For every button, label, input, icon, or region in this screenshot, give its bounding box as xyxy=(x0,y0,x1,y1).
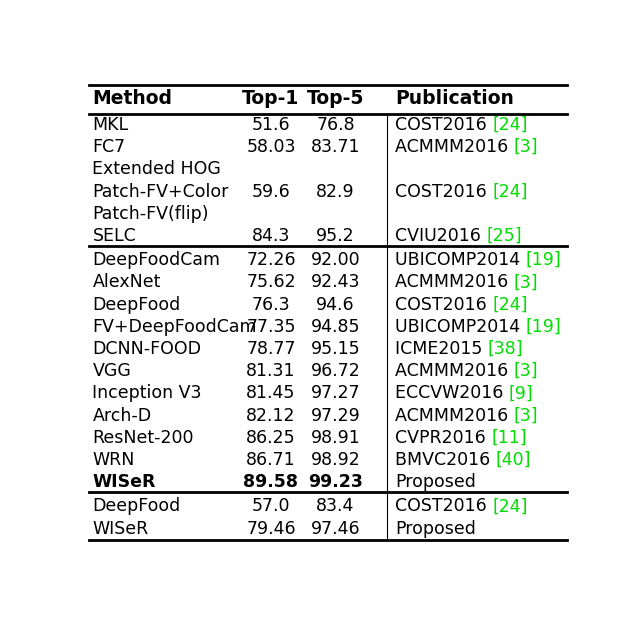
Text: COST2016: COST2016 xyxy=(395,295,492,314)
Text: AlexNet: AlexNet xyxy=(92,273,161,292)
Text: 59.6: 59.6 xyxy=(252,182,291,201)
Text: ECCVW2016: ECCVW2016 xyxy=(395,384,509,403)
Text: MKL: MKL xyxy=(92,116,129,134)
Text: 57.0: 57.0 xyxy=(252,497,290,515)
Text: ACMMM2016: ACMMM2016 xyxy=(395,406,514,424)
Text: [9]: [9] xyxy=(509,384,534,403)
Text: 94.85: 94.85 xyxy=(310,318,360,336)
Text: Inception V3: Inception V3 xyxy=(92,384,202,403)
Text: COST2016: COST2016 xyxy=(395,116,492,134)
Text: DCNN-FOOD: DCNN-FOOD xyxy=(92,340,202,358)
Text: FV+DeepFoodCam: FV+DeepFoodCam xyxy=(92,318,257,336)
Text: 81.31: 81.31 xyxy=(246,362,296,380)
Text: 92.00: 92.00 xyxy=(310,251,360,269)
Text: Patch-FV+Color: Patch-FV+Color xyxy=(92,182,228,201)
Text: 78.77: 78.77 xyxy=(246,340,296,358)
Text: COST2016: COST2016 xyxy=(395,182,492,201)
Text: CVIU2016: CVIU2016 xyxy=(395,227,486,245)
Text: [19]: [19] xyxy=(525,318,561,336)
Text: 82.9: 82.9 xyxy=(316,182,355,201)
Text: 84.3: 84.3 xyxy=(252,227,290,245)
Text: 58.03: 58.03 xyxy=(246,138,296,156)
Text: [3]: [3] xyxy=(514,138,538,156)
Text: 76.3: 76.3 xyxy=(252,295,291,314)
Text: ResNet-200: ResNet-200 xyxy=(92,429,194,447)
Text: Proposed: Proposed xyxy=(395,473,476,491)
Text: 97.29: 97.29 xyxy=(310,406,360,424)
Text: [24]: [24] xyxy=(492,182,528,201)
Text: BMVC2016: BMVC2016 xyxy=(395,451,496,469)
Text: Top-1: Top-1 xyxy=(243,89,300,108)
Text: WRN: WRN xyxy=(92,451,135,469)
Text: UBICOMP2014: UBICOMP2014 xyxy=(395,318,525,336)
Text: 51.6: 51.6 xyxy=(252,116,291,134)
Text: 83.71: 83.71 xyxy=(310,138,360,156)
Text: 89.58: 89.58 xyxy=(243,473,298,491)
Text: [24]: [24] xyxy=(492,295,528,314)
Text: 83.4: 83.4 xyxy=(316,497,355,515)
Text: 94.6: 94.6 xyxy=(316,295,355,314)
Text: VGG: VGG xyxy=(92,362,131,380)
Text: ACMMM2016: ACMMM2016 xyxy=(395,138,514,156)
Text: 98.91: 98.91 xyxy=(310,429,360,447)
Text: DeepFood: DeepFood xyxy=(92,295,180,314)
Text: [3]: [3] xyxy=(514,406,538,424)
Text: [38]: [38] xyxy=(488,340,524,358)
Text: 76.8: 76.8 xyxy=(316,116,355,134)
Text: FC7: FC7 xyxy=(92,138,125,156)
Text: ACMMM2016: ACMMM2016 xyxy=(395,273,514,292)
Text: 81.45: 81.45 xyxy=(246,384,296,403)
Text: DeepFood: DeepFood xyxy=(92,497,180,515)
Text: [24]: [24] xyxy=(492,497,528,515)
Text: 97.46: 97.46 xyxy=(310,520,360,537)
Text: 86.71: 86.71 xyxy=(246,451,296,469)
Text: [24]: [24] xyxy=(492,116,528,134)
Text: [3]: [3] xyxy=(514,273,538,292)
Text: Publication: Publication xyxy=(395,89,514,108)
Text: [11]: [11] xyxy=(492,429,527,447)
Text: 95.2: 95.2 xyxy=(316,227,355,245)
Text: ACMMM2016: ACMMM2016 xyxy=(395,362,514,380)
Text: 99.23: 99.23 xyxy=(308,473,363,491)
Text: WISeR: WISeR xyxy=(92,473,156,491)
Text: [25]: [25] xyxy=(486,227,522,245)
Text: Extended HOG: Extended HOG xyxy=(92,161,221,179)
Text: 92.43: 92.43 xyxy=(310,273,360,292)
Text: SELC: SELC xyxy=(92,227,136,245)
Text: Top-5: Top-5 xyxy=(307,89,364,108)
Text: 82.12: 82.12 xyxy=(246,406,296,424)
Text: Proposed: Proposed xyxy=(395,520,476,537)
Text: 77.35: 77.35 xyxy=(246,318,296,336)
Text: DeepFoodCam: DeepFoodCam xyxy=(92,251,220,269)
Text: 96.72: 96.72 xyxy=(310,362,360,380)
Text: 98.92: 98.92 xyxy=(310,451,360,469)
Text: Patch-FV(flip): Patch-FV(flip) xyxy=(92,205,209,223)
Text: Arch-D: Arch-D xyxy=(92,406,152,424)
Text: ICME2015: ICME2015 xyxy=(395,340,488,358)
Text: [19]: [19] xyxy=(525,251,561,269)
Text: [3]: [3] xyxy=(514,362,538,380)
Text: 95.15: 95.15 xyxy=(310,340,360,358)
Text: 72.26: 72.26 xyxy=(246,251,296,269)
Text: UBICOMP2014: UBICOMP2014 xyxy=(395,251,525,269)
Text: 75.62: 75.62 xyxy=(246,273,296,292)
Text: 97.27: 97.27 xyxy=(310,384,360,403)
Text: COST2016: COST2016 xyxy=(395,497,492,515)
Text: Method: Method xyxy=(92,89,172,108)
Text: 79.46: 79.46 xyxy=(246,520,296,537)
Text: CVPR2016: CVPR2016 xyxy=(395,429,492,447)
Text: 86.25: 86.25 xyxy=(246,429,296,447)
Text: [40]: [40] xyxy=(496,451,531,469)
Text: WISeR: WISeR xyxy=(92,520,148,537)
